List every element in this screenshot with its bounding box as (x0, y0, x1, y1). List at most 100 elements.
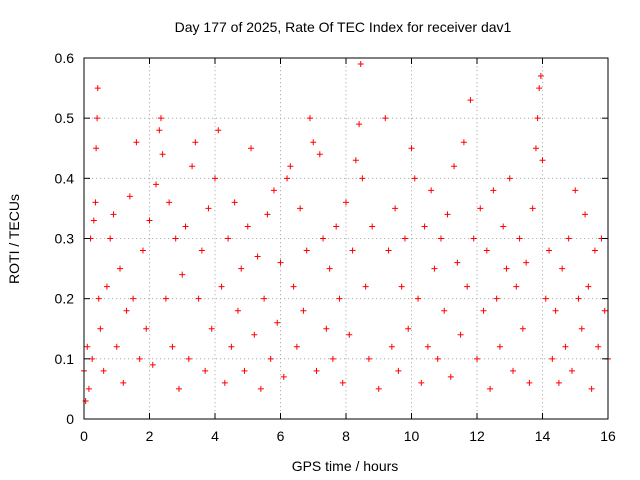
data-point (398, 283, 405, 290)
data-point (441, 307, 448, 314)
data-point (464, 283, 471, 290)
data-point (434, 355, 441, 362)
data-point (392, 205, 399, 212)
data-point (182, 223, 189, 230)
data-point (221, 379, 228, 386)
data-point (382, 115, 389, 122)
data-point (162, 295, 169, 302)
x-tick-label: 4 (211, 428, 219, 444)
data-point (228, 343, 235, 350)
data-point (175, 385, 182, 392)
data-point (467, 97, 474, 104)
data-point (421, 223, 428, 230)
data-point (264, 211, 271, 218)
data-point (519, 325, 526, 332)
data-point (326, 265, 333, 272)
data-point (172, 235, 179, 242)
data-points (81, 61, 611, 404)
data-point (395, 367, 402, 374)
y-tick-label: 0 (66, 411, 74, 427)
data-point (270, 187, 277, 194)
data-point (424, 343, 431, 350)
axis-ticks: 0 2 4 6 8 10 12 14 16 0 0.1 0.2 0.3 0.4 0.5 0.6 (55, 50, 616, 444)
data-point (339, 379, 346, 386)
data-point (349, 247, 356, 254)
data-point (130, 295, 137, 302)
data-point (437, 235, 444, 242)
data-point (261, 295, 268, 302)
data-point (375, 385, 382, 392)
data-point (310, 139, 317, 146)
data-point (248, 145, 255, 152)
data-point (408, 145, 415, 152)
data-point (588, 385, 595, 392)
data-point (362, 283, 369, 290)
data-point (89, 355, 96, 362)
data-point (359, 175, 366, 182)
data-point (120, 379, 127, 386)
x-tick-label: 16 (600, 428, 616, 444)
data-point (510, 367, 517, 374)
data-point (215, 127, 222, 134)
data-point (126, 193, 133, 200)
data-point (595, 343, 602, 350)
data-point (303, 247, 310, 254)
data-point (572, 187, 579, 194)
data-point (146, 217, 153, 224)
data-point (401, 235, 408, 242)
x-tick-label: 12 (469, 428, 485, 444)
data-point (202, 367, 209, 374)
data-point (284, 175, 291, 182)
data-point (536, 85, 543, 92)
data-point (139, 247, 146, 254)
data-point (546, 247, 553, 254)
data-point (428, 187, 435, 194)
data-point (94, 85, 101, 92)
data-point (97, 325, 104, 332)
data-point (343, 199, 349, 206)
data-point (431, 265, 438, 272)
data-point (537, 73, 544, 80)
data-point (483, 247, 490, 254)
data-point (356, 121, 363, 128)
data-point (565, 235, 572, 242)
data-point (451, 163, 458, 170)
data-point (234, 307, 241, 314)
data-point (110, 211, 117, 218)
data-point (582, 211, 589, 218)
data-point (113, 343, 120, 350)
data-point (166, 199, 173, 206)
chart-title: Day 177 of 2025, Rate Of TEC Index for r… (175, 19, 512, 35)
data-point (329, 355, 336, 362)
data-point (523, 259, 530, 266)
data-point (333, 223, 340, 230)
data-point (277, 259, 284, 266)
data-point (123, 307, 130, 314)
y-tick-label: 0.2 (55, 291, 75, 307)
data-point (316, 151, 323, 158)
data-point (84, 343, 91, 350)
data-point (477, 205, 484, 212)
data-point (133, 139, 140, 146)
data-point (496, 343, 503, 350)
data-point (513, 283, 520, 290)
data-point (280, 373, 287, 380)
data-point (405, 325, 412, 332)
data-point (568, 367, 575, 374)
data-point (192, 139, 199, 146)
data-point (369, 223, 376, 230)
data-point (480, 307, 487, 314)
x-tick-label: 0 (80, 428, 88, 444)
x-tick-label: 6 (277, 428, 285, 444)
data-point (149, 361, 156, 368)
data-point (231, 199, 238, 206)
data-point (287, 163, 294, 170)
y-tick-label: 0.1 (55, 351, 75, 367)
data-point (244, 223, 251, 230)
data-point (225, 235, 232, 242)
data-point (136, 355, 143, 362)
data-point (357, 61, 364, 68)
x-axis-label: GPS time / hours (292, 458, 399, 474)
data-point (415, 295, 422, 302)
